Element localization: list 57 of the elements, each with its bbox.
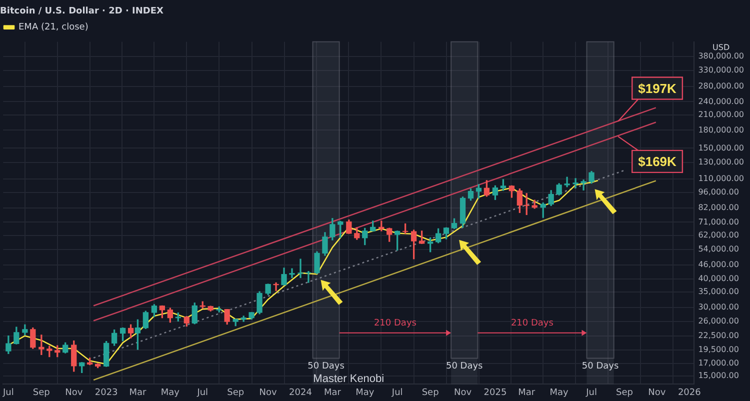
annotation: 210 Days (374, 318, 417, 329)
chart-title: Bitcoin / U.S. Dollar · 2D · INDEX (0, 6, 164, 17)
x-tick-label: 2025 (484, 388, 507, 398)
x-tick-label: Jul (390, 388, 403, 398)
y-tick-label: 380,000.00 (698, 51, 744, 60)
x-tick-label: Nov (648, 388, 666, 398)
x-tick-label: May (356, 388, 375, 398)
y-tick-label: 17,000.00 (698, 358, 739, 368)
y-axis-title: USD (712, 42, 730, 52)
annotation: $197K (638, 80, 678, 96)
y-tick-label: 71,000.00 (698, 217, 739, 226)
legend-label: EMA (21, close) (18, 22, 88, 33)
y-tick-label: 35,000.00 (698, 287, 739, 296)
x-tick-label: Nov (454, 388, 472, 398)
x-tick-label: Sep (227, 388, 244, 398)
x-tick-label: 2024 (289, 388, 312, 398)
x-tick-label: Sep (32, 388, 50, 398)
x-tick-label: Mar (129, 388, 146, 398)
x-tick-label: Nov (65, 388, 84, 398)
y-tick-label: 15,000.00 (698, 371, 739, 380)
band-label: 50 Days (446, 362, 484, 372)
y-tick-label: 19,500.00 (698, 345, 739, 354)
x-tick-label: 2026 (678, 388, 702, 398)
x-tick-label: Sep (422, 388, 440, 398)
y-tick-label: 130,000.00 (698, 157, 744, 166)
x-tick-label: Nov (259, 388, 278, 398)
candlestick (298, 258, 304, 278)
x-tick-label: Jul (585, 388, 597, 398)
y-tick-label: 280,000.00 (698, 82, 744, 91)
annotation: $169K (638, 154, 678, 170)
y-tick-label: 210,000.00 (698, 110, 744, 120)
annotation: 210 Days (510, 318, 554, 329)
annotation: Master Kenobi (313, 373, 384, 386)
x-tick-label: 2023 (94, 388, 118, 398)
y-tick-label: 30,000.00 (698, 302, 739, 312)
band-label: 50 Days (308, 362, 345, 372)
y-tick-label: 82,000.00 (698, 203, 739, 212)
y-tick-label: 150,000.00 (698, 143, 744, 152)
x-tick-label: Mar (518, 388, 536, 398)
y-tick-label: 330,000.00 (698, 65, 744, 74)
x-tick-label: May (160, 388, 180, 398)
x-tick-label: Sep (616, 388, 634, 398)
x-tick-label: Mar (324, 388, 342, 398)
y-tick-label: 26,000.00 (698, 316, 739, 326)
y-tick-label: 46,000.00 (698, 260, 739, 270)
y-tick-label: 40,000.00 (698, 274, 739, 284)
y-tick-label: 54,000.00 (698, 244, 739, 254)
x-tick-label: May (550, 388, 570, 398)
y-tick-label: 22,500.00 (698, 330, 739, 340)
y-tick-label: 110,000.00 (698, 174, 744, 183)
y-tick-label: 62,000.00 (698, 230, 739, 240)
x-tick-label: Jul (196, 388, 208, 398)
x-tick-label: Jul (2, 388, 14, 398)
y-tick-label: 96,000.00 (698, 187, 739, 196)
y-tick-label: 180,000.00 (698, 125, 744, 134)
band-label: 50 Days (582, 362, 619, 372)
y-tick-label: 240,000.00 (698, 96, 744, 106)
